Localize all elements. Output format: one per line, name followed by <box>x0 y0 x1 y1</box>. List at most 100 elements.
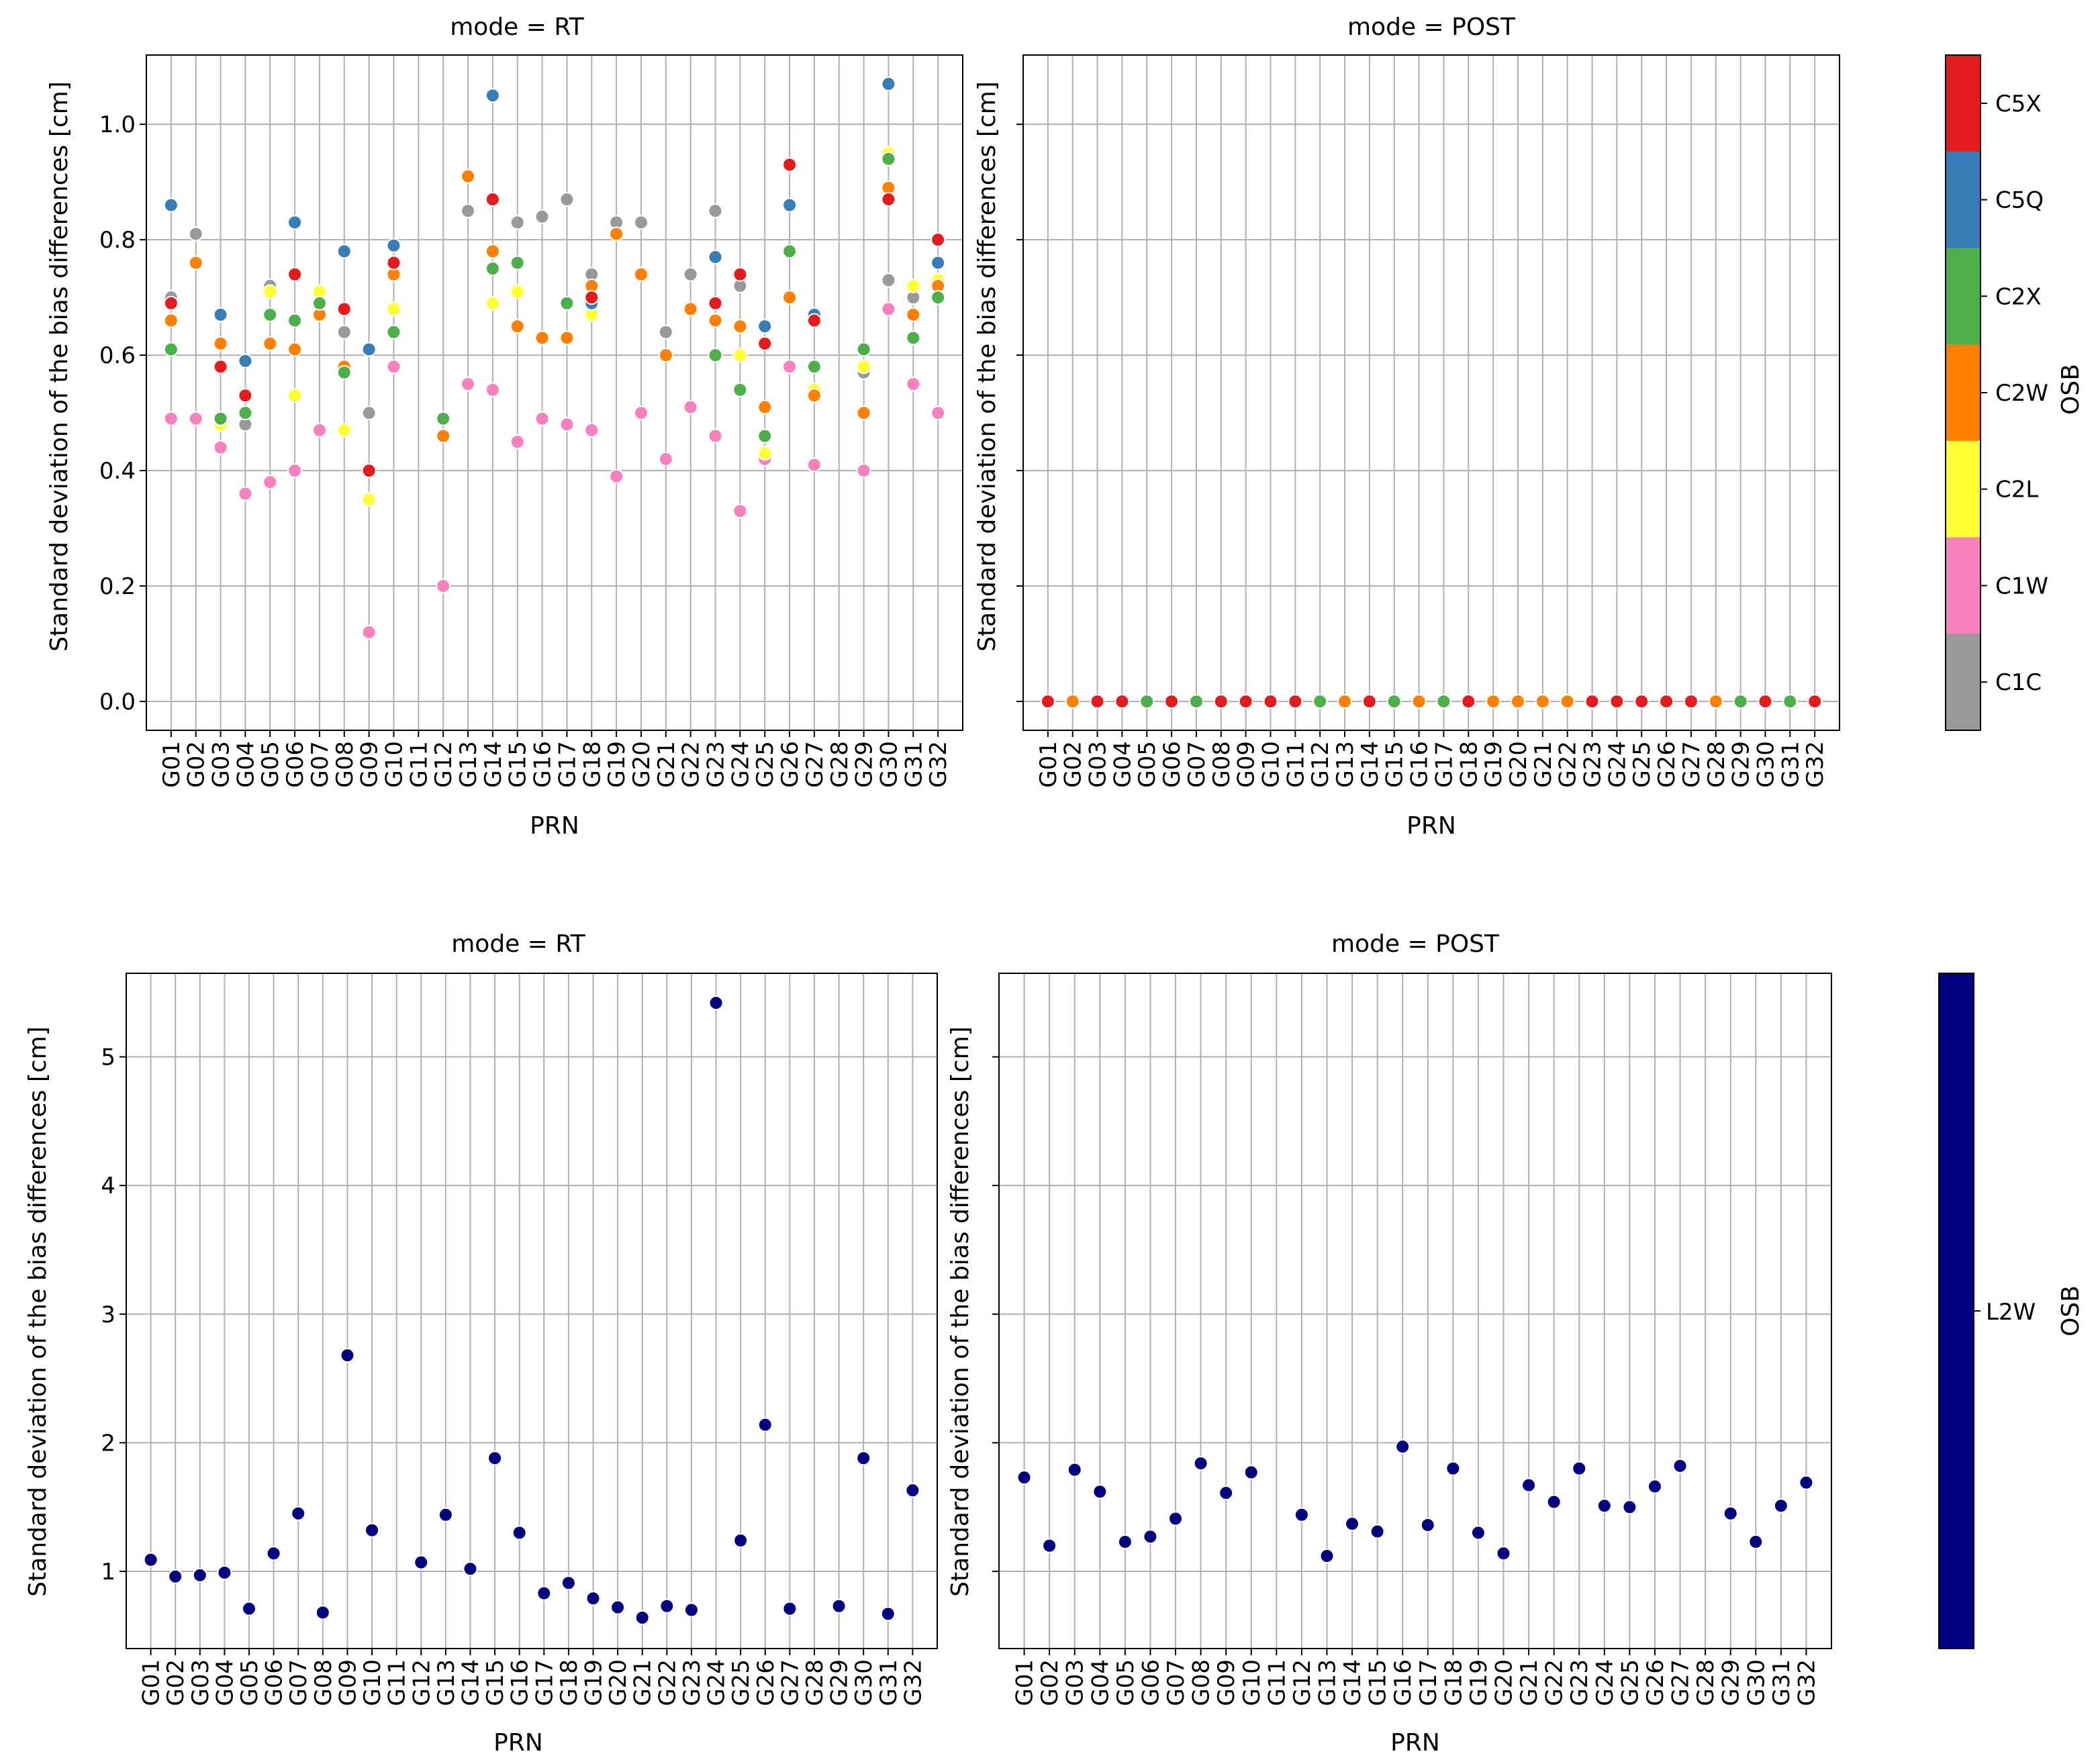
data-point-l2w <box>1470 1525 1486 1540</box>
data-point-c2x <box>1436 694 1451 709</box>
data-point-c1w <box>485 382 500 397</box>
data-point-l2w <box>1319 1549 1335 1564</box>
x-tick-label: G16 <box>1390 1659 1417 1706</box>
x-tick-label: G25 <box>1629 741 1656 788</box>
axes-frame <box>998 973 1832 1649</box>
x-tick-label: G03 <box>1062 1659 1089 1706</box>
x-tick-label: G27 <box>802 741 828 788</box>
data-point-c1w <box>510 434 525 450</box>
x-tick-label: G26 <box>1642 1659 1669 1706</box>
x-tick-label: G30 <box>851 1659 877 1706</box>
data-point-c2x <box>436 411 451 426</box>
data-point-c2w <box>188 255 203 271</box>
data-point-c2w <box>782 290 798 305</box>
data-point-c2l <box>856 359 871 375</box>
data-point-c2w <box>1708 694 1723 709</box>
y-tick-label: 1.0 <box>99 111 136 138</box>
data-point-c5x <box>1609 694 1625 709</box>
colorbar-label: C2L <box>1995 477 2038 503</box>
x-tick-label: G18 <box>556 1659 583 1706</box>
data-point-c5q <box>287 215 303 230</box>
data-point-l2w <box>1748 1534 1764 1549</box>
data-point-c5x <box>1584 694 1600 709</box>
data-point-c2w <box>262 336 278 351</box>
x-tick-label: G27 <box>1668 1659 1695 1706</box>
y-tick-label: 0.4 <box>99 458 136 485</box>
x-tick-label: G20 <box>605 1659 632 1706</box>
osb-colorbar-bottom: L2W OSB <box>1938 973 2085 1649</box>
data-point-c1c <box>361 405 377 421</box>
colorbar-segment-c1c <box>1946 634 1980 731</box>
data-point-c2w <box>163 313 179 328</box>
data-point-l2w <box>536 1585 552 1601</box>
data-point-c1c <box>658 324 673 340</box>
data-point-c2w <box>708 313 723 328</box>
x-tick-label: G32 <box>900 1659 926 1706</box>
plot-top-post: mode = POST PRN Standard deviation of th… <box>973 13 1840 840</box>
y-tick-label: 3 <box>101 1302 115 1328</box>
colorbar-label: L2W <box>1986 1299 2036 1326</box>
data-point-c5q <box>708 249 723 264</box>
data-point-c5x <box>732 266 748 282</box>
data-point-c2w <box>906 307 921 322</box>
data-point-c1w <box>312 422 327 438</box>
x-tick-label: G05 <box>257 741 284 788</box>
data-point-c5x <box>584 290 600 305</box>
x-tick-label: G06 <box>1159 741 1186 788</box>
data-point-c2x <box>336 364 352 380</box>
data-point-l2w <box>1168 1511 1184 1526</box>
x-tick-label: G17 <box>531 1659 558 1706</box>
data-point-l2w <box>856 1451 871 1466</box>
x-tick-label: G10 <box>1257 741 1284 788</box>
data-point-l2w <box>1647 1479 1662 1494</box>
data-point-c2l <box>485 295 500 311</box>
data-point-l2w <box>143 1552 158 1567</box>
x-tick-label: G29 <box>826 1659 853 1706</box>
data-point-l2w <box>1016 1470 1032 1485</box>
x-tick-label: G25 <box>1617 1659 1643 1706</box>
data-point-c1w <box>906 377 921 392</box>
x-tick-label: G01 <box>158 741 185 788</box>
data-point-c2w <box>856 405 871 421</box>
data-point-c2x <box>386 324 401 340</box>
data-point-c2w <box>1560 694 1575 709</box>
data-point-c2w <box>633 266 649 282</box>
data-point-c2l <box>361 492 377 507</box>
data-point-l2w <box>340 1348 355 1363</box>
data-point-c2w <box>1065 694 1080 709</box>
data-point-c5x <box>1164 694 1180 709</box>
data-point-c2x <box>238 405 253 421</box>
x-tick-label: G17 <box>1431 741 1458 788</box>
x-tick-label: G14 <box>1339 1659 1366 1706</box>
x-tick-label: G16 <box>507 1659 534 1706</box>
data-point-c5x <box>238 388 253 403</box>
data-point-c2x <box>559 295 575 311</box>
data-point-l2w <box>1723 1506 1738 1521</box>
data-point-c1w <box>609 469 624 484</box>
x-axis-label: PRN <box>1406 812 1456 840</box>
x-tick-label: G04 <box>1109 741 1136 788</box>
x-tick-label: G28 <box>802 1659 828 1706</box>
colorbar-label: C5Q <box>1995 187 2044 214</box>
data-point-c1w <box>856 463 871 479</box>
data-point-c5q <box>782 197 798 213</box>
data-point-l2w <box>365 1522 380 1538</box>
data-point-c2w <box>485 244 500 259</box>
data-point-c2w <box>534 330 550 346</box>
data-point-c5x <box>213 359 228 375</box>
x-tick-label: G02 <box>183 741 210 788</box>
data-point-c2w <box>806 388 822 403</box>
data-point-l2w <box>1773 1498 1788 1514</box>
colorbar-segment-c5x <box>1946 55 1980 152</box>
x-tick-label: G01 <box>1035 741 1062 788</box>
data-point-c5x <box>1659 694 1674 709</box>
x-tick-label: G08 <box>1188 1659 1215 1706</box>
data-point-c1w <box>782 359 798 375</box>
x-tick-label: G15 <box>505 741 532 788</box>
data-point-l2w <box>266 1546 281 1561</box>
x-tick-label: G30 <box>875 741 902 788</box>
x-tick-label: G22 <box>654 1659 681 1706</box>
x-tick-label: G12 <box>430 741 457 788</box>
x-tick-label: G05 <box>236 1659 263 1706</box>
data-point-c2x <box>930 290 946 305</box>
